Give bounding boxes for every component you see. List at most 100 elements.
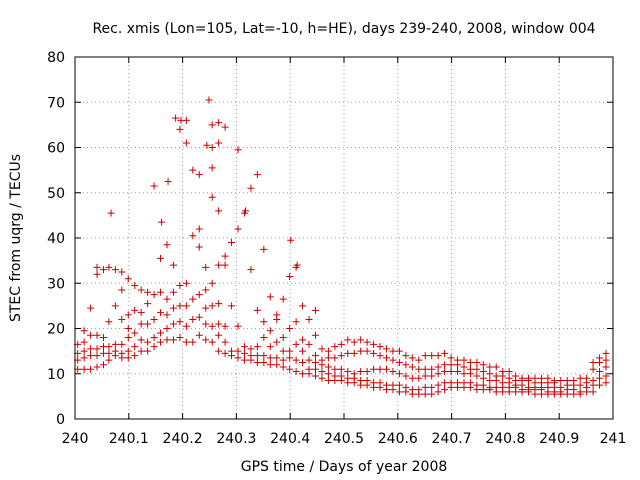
data-point — [228, 347, 236, 355]
data-point — [215, 300, 223, 308]
data-point — [169, 336, 177, 344]
data-point — [415, 386, 423, 394]
data-point — [363, 367, 371, 375]
data-point — [479, 374, 487, 382]
data-point — [434, 352, 442, 360]
data-point — [107, 209, 115, 217]
data-point — [247, 352, 255, 360]
data-point — [80, 365, 88, 373]
data-point — [163, 311, 171, 319]
data-point — [337, 365, 345, 373]
data-point — [164, 177, 172, 185]
x-tick-label: 240 — [62, 431, 89, 447]
data-point — [441, 361, 449, 369]
data-point — [454, 379, 462, 387]
data-point — [421, 365, 429, 373]
x-tick-label: 240.6 — [378, 431, 418, 447]
data-point — [428, 390, 436, 398]
data-point — [208, 302, 216, 310]
data-point — [576, 381, 584, 389]
data-point — [163, 295, 171, 303]
data-point — [434, 381, 442, 389]
data-point — [421, 390, 429, 398]
data-point — [537, 374, 545, 382]
data-point — [105, 343, 113, 351]
x-tick-label: 240.7 — [432, 431, 472, 447]
data-point — [434, 370, 442, 378]
data-point — [202, 263, 210, 271]
data-point — [460, 356, 468, 364]
data-point — [215, 331, 223, 339]
y-tick-label: 60 — [47, 141, 65, 157]
data-point — [311, 306, 319, 314]
data-point — [589, 388, 597, 396]
data-point — [195, 243, 203, 251]
data-point — [602, 349, 610, 357]
data-point — [87, 365, 95, 373]
data-point — [124, 354, 132, 362]
data-point — [434, 388, 442, 396]
data-point — [234, 146, 242, 154]
data-point — [576, 374, 584, 382]
data-point — [318, 367, 326, 375]
data-point — [279, 356, 287, 364]
data-point — [421, 372, 429, 380]
data-point — [253, 306, 261, 314]
data-point — [479, 381, 487, 389]
data-point — [228, 239, 236, 247]
data-point — [221, 349, 229, 357]
data-point — [234, 322, 242, 330]
y-tick-label: 20 — [47, 322, 65, 338]
data-point — [479, 361, 487, 369]
data-point — [208, 144, 216, 151]
data-point — [169, 288, 177, 296]
y-tick-label: 80 — [47, 50, 65, 66]
data-point — [234, 347, 242, 355]
data-point — [124, 347, 132, 355]
data-point — [395, 388, 403, 396]
data-point — [215, 119, 223, 127]
data-point — [370, 379, 378, 387]
data-point — [292, 367, 300, 375]
data-point — [221, 322, 229, 330]
data-point — [260, 245, 268, 253]
data-point — [100, 334, 108, 342]
data-point — [286, 272, 294, 280]
data-point — [273, 311, 281, 319]
data-point — [350, 349, 358, 357]
data-point — [376, 352, 384, 360]
y-tick-labels: 0 10 20 30 40 50 60 70 80 — [47, 50, 65, 428]
data-point — [479, 367, 487, 375]
data-point — [596, 381, 604, 389]
data-point — [144, 288, 152, 296]
data-point — [118, 340, 126, 348]
data-point — [357, 347, 365, 355]
data-point — [195, 291, 203, 299]
data-point — [158, 218, 166, 226]
data-point — [428, 365, 436, 373]
data-point — [279, 363, 287, 371]
data-point — [357, 367, 365, 375]
data-point — [395, 370, 403, 378]
data-point — [596, 367, 604, 375]
data-point — [383, 354, 391, 362]
data-point — [111, 347, 119, 355]
data-point — [389, 347, 397, 355]
x-axis-label: GPS time / Days of year 2008 — [241, 459, 448, 475]
data-point — [454, 356, 462, 364]
data-point — [402, 372, 410, 380]
data-point — [215, 207, 223, 215]
data-point — [195, 225, 203, 233]
data-point — [292, 318, 300, 326]
data-point — [415, 374, 423, 382]
data-point — [150, 334, 158, 342]
data-point — [118, 315, 126, 323]
data-point — [87, 345, 95, 353]
data-point — [150, 343, 158, 351]
data-point — [486, 363, 494, 371]
data-point — [100, 361, 108, 369]
data-point — [279, 347, 287, 355]
x-tick-labels: 240 240.1 240.2 240.3 240.4 240.5 240.6 240.7 24… — [62, 431, 627, 447]
data-point — [428, 352, 436, 360]
